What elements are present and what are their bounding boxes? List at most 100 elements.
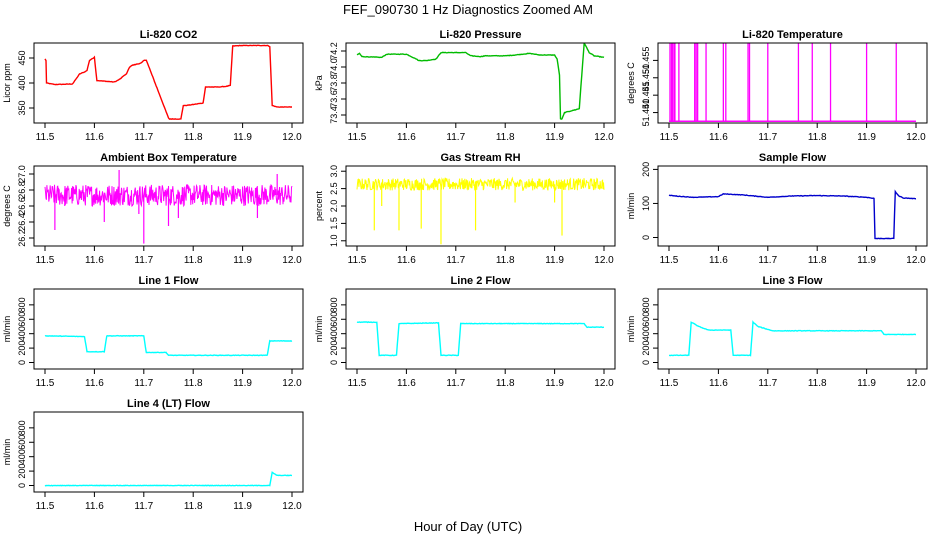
x-tick-label: 11.7 xyxy=(134,255,153,266)
y-tick-label: 200 xyxy=(17,464,27,479)
y-tick-label: 0 xyxy=(329,360,339,365)
x-tick-label: 12.0 xyxy=(282,378,302,389)
x-tick-label: 11.9 xyxy=(857,255,876,266)
plot-data xyxy=(44,170,293,244)
x-tick-label: 11.9 xyxy=(233,255,252,266)
plot-frame xyxy=(33,411,304,493)
y-tick-label: 200 xyxy=(17,341,27,356)
y-axis-label: kPa xyxy=(314,75,324,91)
figure-x-axis-label: Hour of Day (UTC) xyxy=(414,519,522,534)
x-tick-label: 11.6 xyxy=(85,132,104,143)
x-tick-label: 11.9 xyxy=(545,132,564,143)
x-tick-label: 11.8 xyxy=(808,255,827,266)
y-tick-label: 400 xyxy=(329,326,339,341)
x-tick-label: 11.6 xyxy=(85,378,104,389)
x-tick-label: 11.8 xyxy=(184,501,203,512)
y-tick-label: 200 xyxy=(641,162,651,177)
x-tick-label: 11.7 xyxy=(758,255,777,266)
y-tick-label: 51.445 xyxy=(641,81,651,109)
panel-title: Gas Stream RH xyxy=(440,152,520,164)
data-line xyxy=(669,320,917,357)
y-tick-label: 200 xyxy=(329,341,339,356)
x-tick-label: 11.5 xyxy=(660,378,679,389)
x-tick-label: 12.0 xyxy=(906,132,926,143)
data-line xyxy=(668,189,917,240)
y-tick-label: 73.4 xyxy=(329,106,339,124)
x-tick-label: 11.9 xyxy=(233,378,252,389)
x-tick-label: 11.7 xyxy=(134,501,153,512)
plot-data xyxy=(44,471,292,487)
plot-data xyxy=(669,320,917,357)
x-tick-label: 11.8 xyxy=(496,255,515,266)
x-tick-label: 11.7 xyxy=(758,132,777,143)
y-tick-label: 400 xyxy=(641,326,651,341)
panel-li-820-pressure: Li-820 Pressure kPa 11.5 11.6 11.7 11.8 11.9 12… xyxy=(314,29,616,143)
y-axis-label: degrees C xyxy=(626,62,636,104)
y-tick-label: 73.8 xyxy=(329,74,339,92)
x-tick-label: 11.8 xyxy=(184,255,203,266)
x-tick-label: 11.6 xyxy=(709,132,728,143)
y-tick-label: 0 xyxy=(17,360,27,365)
x-tick-label: 12.0 xyxy=(282,255,302,266)
plot-frame xyxy=(345,288,616,370)
x-tick-label: 11.9 xyxy=(545,255,564,266)
y-axis-label: ml/min xyxy=(626,316,636,343)
panel-title: Li-820 CO2 xyxy=(140,29,197,41)
y-tick-label: 800 xyxy=(641,297,651,312)
x-tick-label: 11.6 xyxy=(85,501,104,512)
x-tick-label: 11.8 xyxy=(808,132,827,143)
y-tick-label: 74.0 xyxy=(329,58,339,76)
x-tick-label: 12.0 xyxy=(594,132,614,143)
x-tick-label: 11.9 xyxy=(233,132,252,143)
x-tick-label: 11.5 xyxy=(36,378,55,389)
x-tick-label: 11.8 xyxy=(808,378,827,389)
y-tick-label: 800 xyxy=(17,297,27,312)
x-tick-label: 12.0 xyxy=(906,255,926,266)
x-tick-label: 11.8 xyxy=(184,378,203,389)
x-tick-label: 11.7 xyxy=(134,378,153,389)
figure-title: FEF_090730 1 Hz Diagnostics Zoomed AM xyxy=(343,2,593,17)
y-tick-label: 0 xyxy=(641,235,651,240)
x-tick-label: 11.6 xyxy=(397,255,416,266)
plot-frame xyxy=(657,165,928,247)
panel-title: Line 1 Flow xyxy=(139,275,199,287)
panel-title: Li-820 Temperature xyxy=(742,29,843,41)
panel-title: Sample Flow xyxy=(759,152,827,164)
plot-data xyxy=(668,189,917,240)
x-tick-label: 11.6 xyxy=(397,378,416,389)
plot-data xyxy=(356,321,605,357)
data-line xyxy=(44,44,292,120)
y-tick-label: 800 xyxy=(17,420,27,435)
y-axis-label: ml/min xyxy=(2,316,12,343)
x-tick-label: 11.5 xyxy=(660,255,679,266)
x-tick-label: 11.5 xyxy=(348,132,367,143)
data-line xyxy=(356,43,605,120)
x-tick-label: 12.0 xyxy=(906,378,926,389)
y-tick-label: 51.440 xyxy=(641,99,651,127)
y-axis-label: Licor ppm xyxy=(2,63,12,103)
y-tick-label: 26.6 xyxy=(17,197,27,215)
panel-sample-flow: Sample Flow ml/min 11.5 11.6 11.7 11.8 11.9 12.… xyxy=(626,152,928,266)
y-tick-label: 2.0 xyxy=(329,200,339,213)
data-line xyxy=(44,334,293,357)
y-tick-label: 200 xyxy=(641,341,651,356)
y-tick-label: 400 xyxy=(17,449,27,464)
x-tick-label: 11.9 xyxy=(857,132,876,143)
y-tick-label: 0 xyxy=(641,360,651,365)
x-tick-label: 11.7 xyxy=(134,132,153,143)
x-tick-label: 11.6 xyxy=(397,132,416,143)
panel-line-4-lt-flow: Line 4 (LT) Flow ml/min 11.5 11.6 11.7 11.8 11… xyxy=(2,398,304,512)
x-tick-label: 11.6 xyxy=(709,378,728,389)
y-tick-label: 51.455 xyxy=(641,47,651,75)
panel-line-2-flow: Line 2 Flow ml/min 11.5 11.6 11.7 11.8 11.9 12.… xyxy=(314,275,616,389)
y-tick-label: 73.6 xyxy=(329,90,339,108)
y-tick-label: 1.5 xyxy=(329,217,339,230)
y-axis-label: percent xyxy=(314,190,324,221)
plot-frame xyxy=(657,288,928,370)
x-tick-label: 11.5 xyxy=(36,501,55,512)
x-tick-label: 12.0 xyxy=(594,378,614,389)
y-axis-label: ml/min xyxy=(626,193,636,220)
y-axis-label: ml/min xyxy=(2,439,12,466)
